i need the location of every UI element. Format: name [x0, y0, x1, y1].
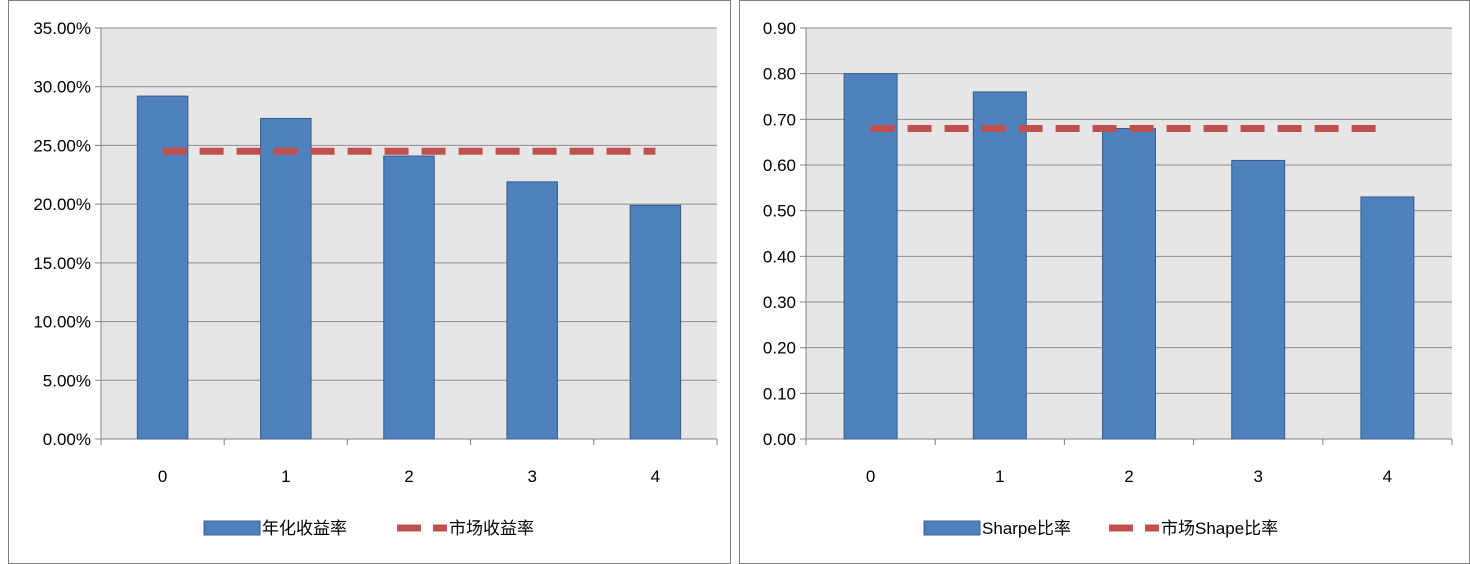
y-tick-label: 35.00% — [33, 19, 91, 38]
y-tick-label: 25.00% — [33, 136, 91, 155]
x-tick-label: 1 — [281, 467, 290, 486]
bar — [136, 95, 189, 440]
bar — [383, 155, 435, 440]
bar — [1231, 159, 1286, 440]
legend-label: Sharpe比率 — [982, 519, 1071, 538]
bar — [1360, 196, 1415, 440]
x-tick-label: 4 — [1383, 467, 1392, 486]
y-tick-label: 0.60 — [763, 156, 796, 175]
legend-label: 市场收益率 — [449, 519, 534, 538]
y-tick-label: 20.00% — [33, 195, 91, 214]
bar — [843, 73, 898, 440]
x-tick-label: 0 — [866, 467, 875, 486]
y-tick-label: 0.30 — [763, 293, 796, 312]
annual-return-chart: 0.00% 5.00% 10.00% 15.00% 20.00% 25.00% 30.00%… — [8, 0, 731, 564]
legend-label: 市场Shape比率 — [1161, 519, 1278, 538]
y-tick-label: 0.90 — [763, 19, 796, 38]
bar — [1102, 127, 1156, 440]
legend-swatch-bar — [203, 520, 261, 536]
bar — [260, 117, 312, 440]
y-tick-label: 15.00% — [33, 254, 91, 273]
y-tick-label: 0.20 — [763, 339, 796, 358]
sharpe-ratio-chart-svg: 0.00 0.10 0.20 0.30 0.40 0.50 0.60 0.70 0.80 0.90… — [763, 19, 1453, 538]
y-tick-label: 0.00% — [43, 430, 91, 449]
bar — [506, 181, 558, 440]
x-tick-label: 2 — [1124, 467, 1133, 486]
y-tick-label: 0.40 — [763, 247, 796, 266]
x-tick-label: 3 — [1253, 467, 1262, 486]
legend-swatch-bar — [923, 520, 981, 536]
sharpe-ratio-chart: 0.00 0.10 0.20 0.30 0.40 0.50 0.60 0.70 0.80 0.90… — [739, 0, 1470, 564]
y-tick-label: 5.00% — [43, 371, 91, 390]
y-tick-label: 0.00 — [763, 430, 796, 449]
x-tick-label: 0 — [158, 467, 167, 486]
annual-return-chart-svg: 0.00% 5.00% 10.00% 15.00% 20.00% 25.00% 30.00%… — [33, 19, 718, 538]
y-tick-label: 0.70 — [763, 110, 796, 129]
y-tick-label: 0.80 — [763, 65, 796, 84]
y-tick-label: 10.00% — [33, 313, 91, 332]
x-tick-label: 4 — [651, 467, 660, 486]
x-tick-label: 1 — [995, 467, 1004, 486]
bar — [629, 204, 682, 440]
y-tick-label: 0.50 — [763, 202, 796, 221]
legend-label: 年化收益率 — [262, 519, 347, 538]
y-tick-label: 30.00% — [33, 78, 91, 97]
x-tick-label: 3 — [527, 467, 536, 486]
bar — [972, 91, 1027, 440]
y-tick-label: 0.10 — [763, 384, 796, 403]
x-tick-label: 2 — [404, 467, 413, 486]
